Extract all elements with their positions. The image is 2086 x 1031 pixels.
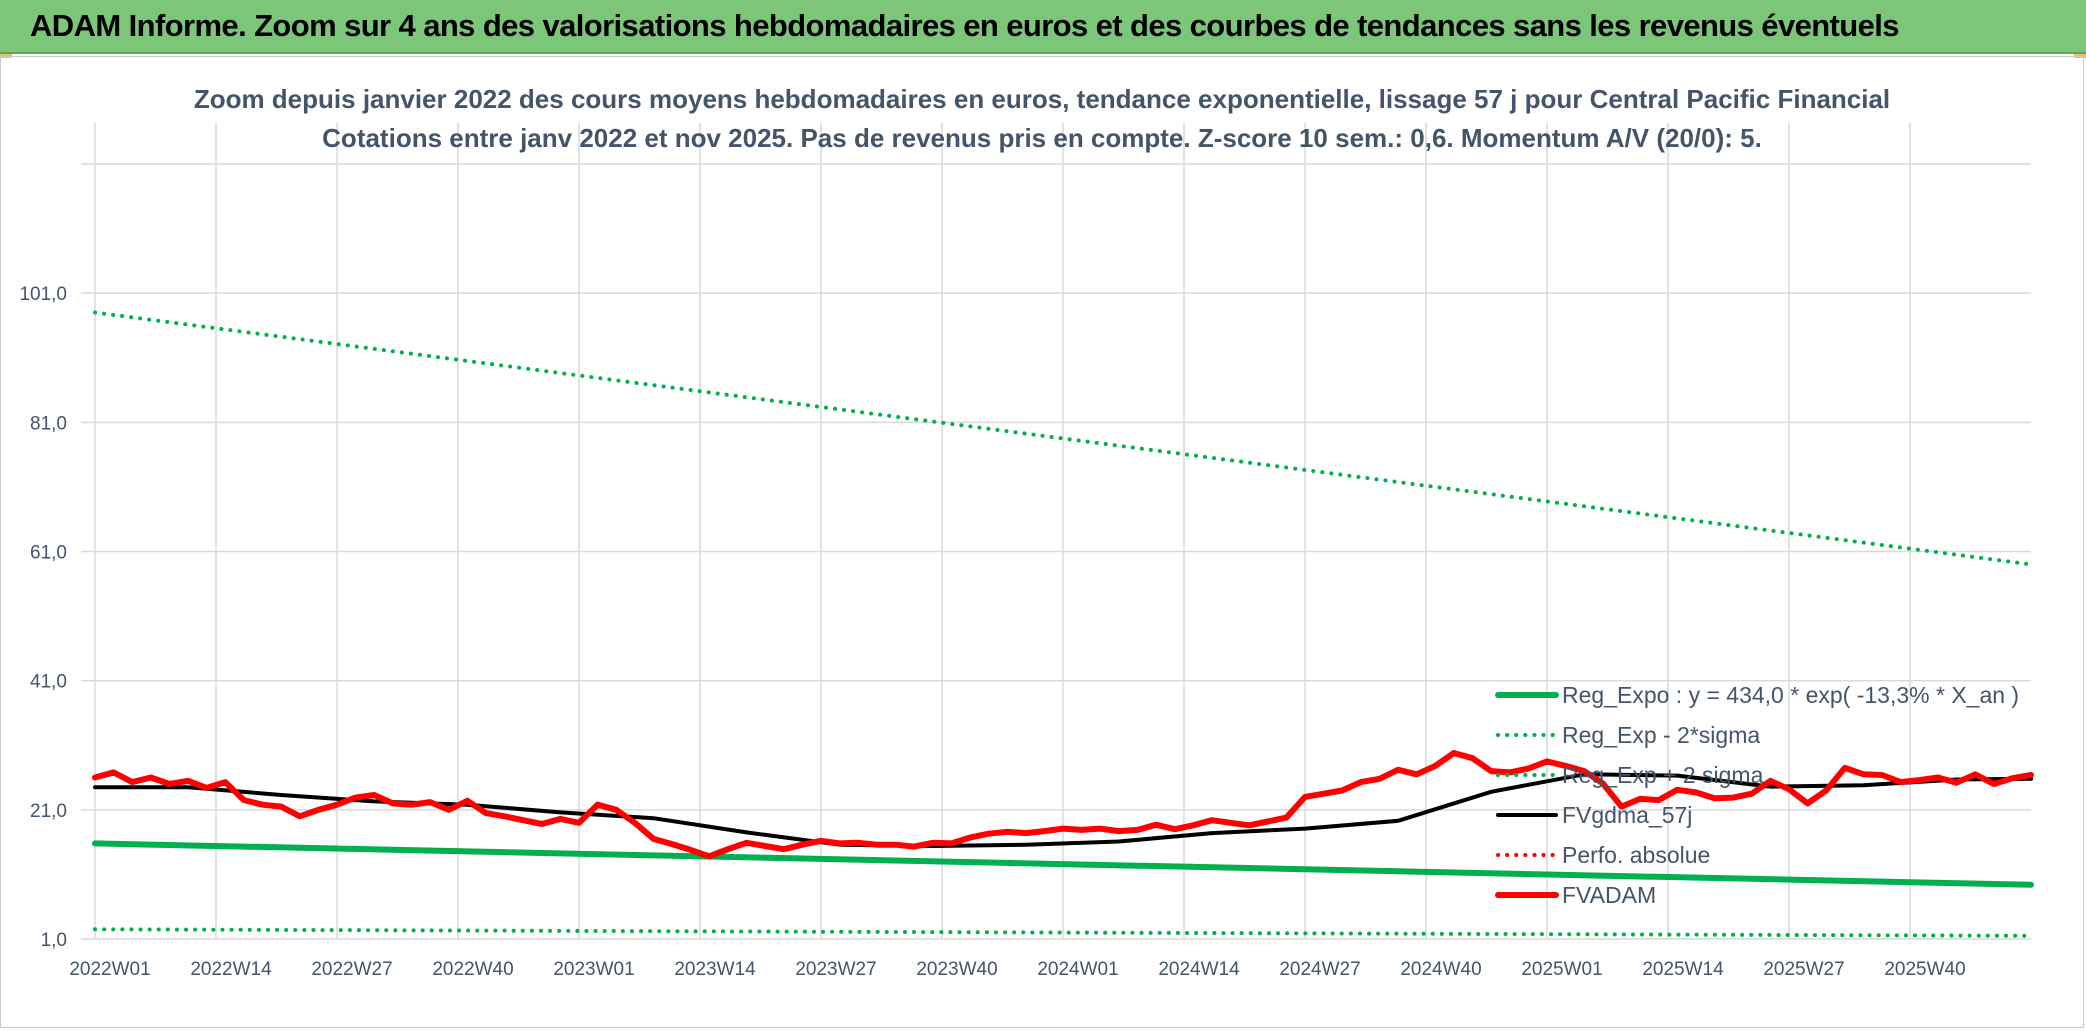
x-tick-label: 2024W27 (1279, 959, 1360, 980)
legend-label: FVADAM (1562, 882, 1656, 908)
x-tick-label: 2025W40 (1884, 959, 1965, 980)
grid (81, 123, 2031, 940)
legend-label: Reg_Exp + 2 sigma (1562, 762, 1764, 788)
x-tick-label: 2022W40 (432, 959, 513, 980)
y-tick-label: 81,0 (30, 413, 67, 434)
series-line-0 (92, 840, 2034, 888)
y-tick-label: 21,0 (30, 801, 67, 822)
x-tick-label: 2025W01 (1521, 959, 1602, 980)
chart-subtitle: Cotations entre janv 2022 et nov 2025. P… (322, 123, 1762, 153)
legend-label: Reg_Expo : y = 434,0 * exp( -13,3% * X_a… (1562, 682, 2019, 708)
chart-title: Zoom depuis janvier 2022 des cours moyen… (194, 84, 1890, 114)
series-line-5 (92, 750, 2034, 860)
y-tick-label: 1,0 (41, 930, 67, 951)
x-tick-label: 2023W40 (916, 959, 997, 980)
x-tick-label: 2023W01 (553, 959, 634, 980)
x-tick-label: 2022W14 (190, 959, 272, 980)
y-tick-label: 61,0 (30, 543, 67, 564)
legend-label: FVgdma_57j (1562, 802, 1692, 828)
x-tick-label: 2024W01 (1037, 959, 1118, 980)
axis-ticks: 1,0 21,0 41,0 61,0 81,0 101,0 2022W01 2022W14 20… (19, 284, 1965, 980)
legend: Reg_Expo : y = 434,0 * exp( -13,3% * X_a… (1495, 682, 2019, 908)
x-tick-label: 2025W14 (1642, 959, 1724, 980)
legend-label: Reg_Exp - 2*sigma (1562, 722, 1760, 748)
legend-label: Perfo. absolue (1562, 842, 1710, 868)
y-tick-label: 41,0 (30, 672, 67, 693)
x-tick-label: 2024W14 (1158, 959, 1240, 980)
series-layer (92, 310, 2034, 938)
line-chart: 1,0 21,0 41,0 61,0 81,0 101,0 2022W01 2022W14 20… (19, 84, 2034, 980)
chart-frame: 1,0 21,0 41,0 61,0 81,0 101,0 2022W01 2022W14 20… (0, 56, 2084, 1028)
x-tick-label: 2022W01 (69, 959, 150, 980)
series-line-2 (93, 310, 2033, 567)
x-tick-label: 2024W40 (1400, 959, 1481, 980)
report-title: ADAM Informe. Zoom sur 4 ans des valoris… (30, 8, 1900, 43)
x-tick-label: 2022W27 (311, 959, 392, 980)
report-banner: ADAM Informe. Zoom sur 4 ans des valoris… (0, 0, 2086, 54)
x-tick-label: 2023W27 (795, 959, 876, 980)
x-tick-label: 2025W27 (1763, 959, 1844, 980)
y-tick-label: 101,0 (19, 284, 67, 305)
x-tick-label: 2023W14 (674, 959, 756, 980)
